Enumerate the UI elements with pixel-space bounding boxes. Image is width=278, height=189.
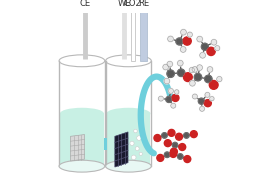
Bar bbox=[104, 138, 106, 150]
Circle shape bbox=[177, 60, 183, 66]
Circle shape bbox=[168, 129, 175, 136]
Polygon shape bbox=[115, 132, 128, 167]
Circle shape bbox=[171, 103, 176, 108]
Circle shape bbox=[205, 92, 210, 97]
Bar bbox=[60, 113, 104, 166]
Circle shape bbox=[176, 133, 182, 140]
Circle shape bbox=[170, 148, 177, 155]
Circle shape bbox=[189, 67, 195, 73]
Circle shape bbox=[137, 136, 141, 140]
Circle shape bbox=[162, 133, 167, 138]
Circle shape bbox=[181, 29, 186, 35]
Ellipse shape bbox=[59, 160, 105, 172]
Bar bbox=[106, 113, 150, 166]
Circle shape bbox=[192, 94, 197, 99]
Circle shape bbox=[164, 140, 171, 147]
Circle shape bbox=[180, 47, 186, 52]
Circle shape bbox=[170, 150, 177, 157]
Circle shape bbox=[211, 39, 217, 45]
Circle shape bbox=[176, 38, 183, 45]
Ellipse shape bbox=[60, 108, 104, 119]
Circle shape bbox=[200, 106, 205, 111]
Circle shape bbox=[183, 37, 191, 45]
Circle shape bbox=[190, 81, 195, 86]
Circle shape bbox=[168, 88, 173, 93]
Circle shape bbox=[172, 142, 178, 148]
Circle shape bbox=[172, 94, 179, 101]
Circle shape bbox=[157, 154, 164, 161]
Circle shape bbox=[184, 156, 191, 163]
Circle shape bbox=[166, 96, 172, 102]
Circle shape bbox=[200, 52, 205, 58]
Circle shape bbox=[201, 43, 208, 50]
Circle shape bbox=[204, 100, 211, 107]
Circle shape bbox=[197, 36, 203, 42]
Circle shape bbox=[154, 135, 161, 141]
Circle shape bbox=[192, 67, 198, 72]
Circle shape bbox=[184, 133, 189, 138]
Circle shape bbox=[207, 67, 213, 72]
Circle shape bbox=[167, 70, 174, 77]
Circle shape bbox=[198, 98, 204, 104]
Circle shape bbox=[139, 152, 142, 156]
Text: CE: CE bbox=[80, 0, 91, 8]
Circle shape bbox=[215, 46, 220, 51]
Circle shape bbox=[175, 90, 179, 94]
Text: WE: WE bbox=[117, 0, 131, 8]
Text: CO2: CO2 bbox=[124, 0, 142, 8]
Circle shape bbox=[183, 73, 192, 81]
Circle shape bbox=[164, 78, 170, 84]
Polygon shape bbox=[71, 135, 85, 161]
Text: RE: RE bbox=[138, 0, 149, 8]
Circle shape bbox=[167, 61, 173, 67]
Circle shape bbox=[194, 74, 202, 81]
Circle shape bbox=[179, 144, 186, 150]
Circle shape bbox=[164, 152, 170, 157]
Circle shape bbox=[177, 69, 185, 77]
Circle shape bbox=[207, 47, 215, 56]
Circle shape bbox=[209, 81, 218, 89]
Circle shape bbox=[190, 131, 197, 138]
Circle shape bbox=[131, 155, 136, 160]
Circle shape bbox=[217, 77, 222, 82]
Circle shape bbox=[210, 96, 214, 101]
Bar bbox=[140, 12, 147, 61]
Circle shape bbox=[197, 65, 202, 70]
Circle shape bbox=[178, 154, 183, 159]
Ellipse shape bbox=[106, 160, 151, 172]
Circle shape bbox=[134, 129, 137, 133]
Ellipse shape bbox=[106, 108, 150, 119]
Circle shape bbox=[130, 141, 134, 146]
Circle shape bbox=[163, 64, 168, 70]
Circle shape bbox=[158, 96, 163, 101]
Circle shape bbox=[135, 147, 139, 150]
Bar bbox=[131, 12, 135, 61]
Circle shape bbox=[205, 75, 212, 83]
Circle shape bbox=[168, 36, 173, 42]
Circle shape bbox=[187, 32, 192, 37]
